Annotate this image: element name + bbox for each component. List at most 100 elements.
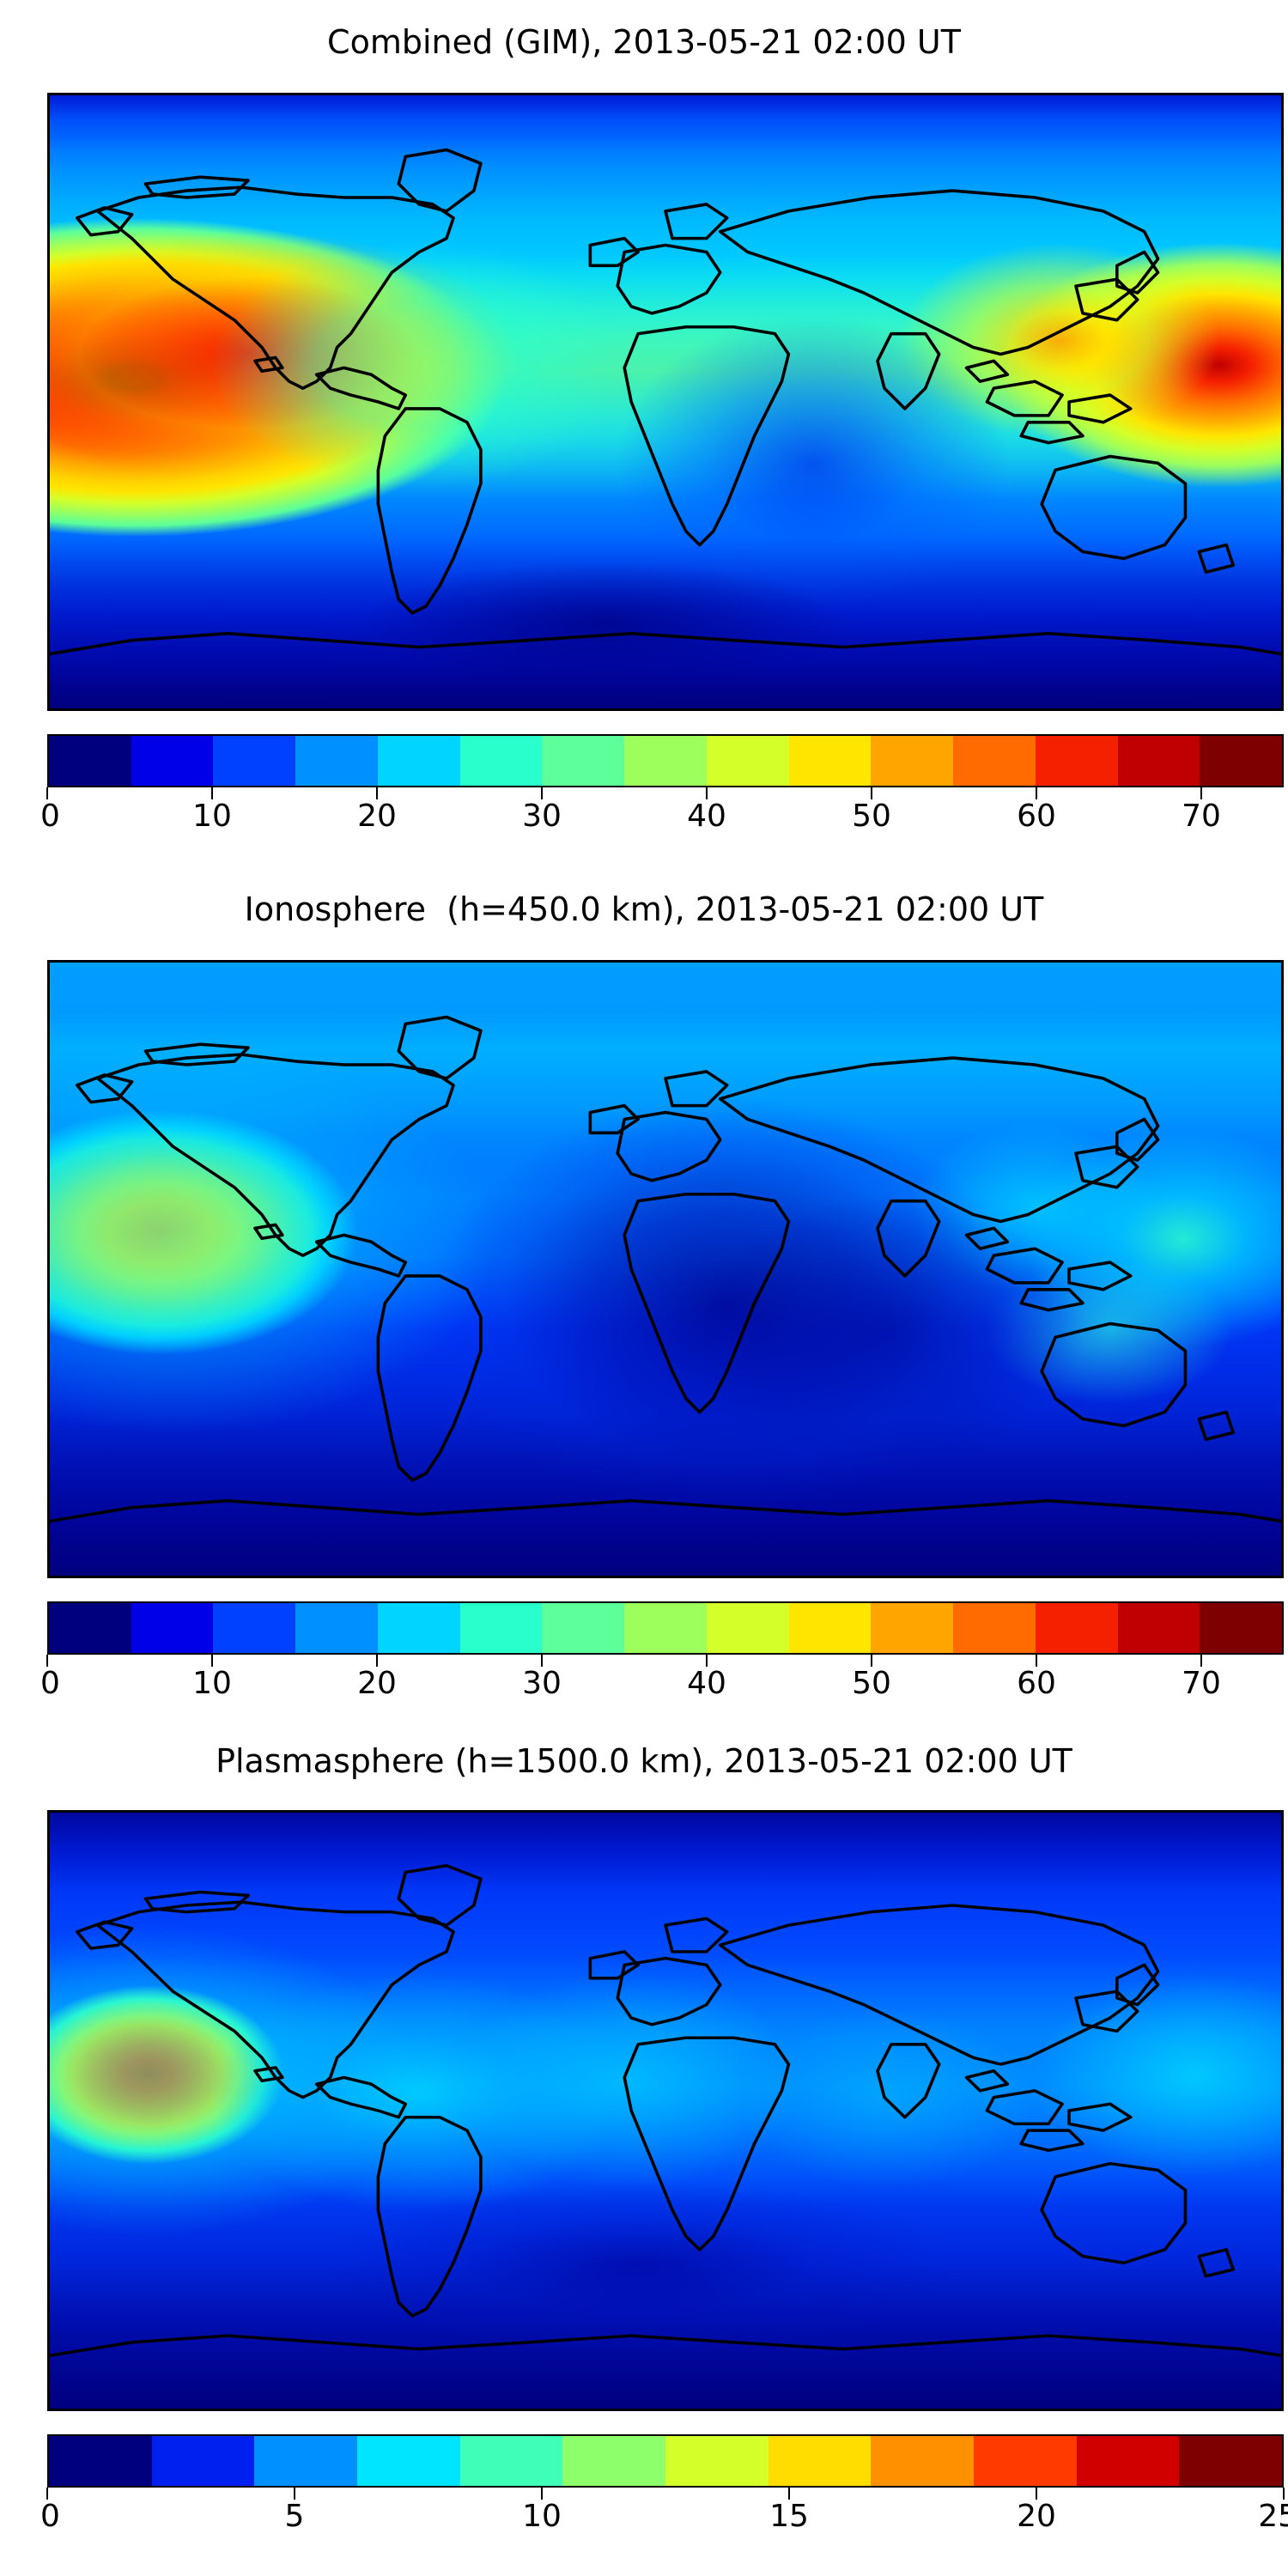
colorbar-3-segment: [1179, 2436, 1283, 2486]
colorbar-3-segment: [562, 2436, 666, 2486]
panel-title-plasmasphere: Plasmasphere (h=1500.0 km), 2013-05-21 0…: [216, 1742, 1072, 1780]
colorbar-1-segment: [131, 736, 214, 786]
map-ionosphere: [47, 960, 1284, 1578]
colorbar-2-tick: [46, 1655, 48, 1667]
colorbar-1-segment: [542, 736, 625, 786]
colorbar-1-tick: [1036, 787, 1037, 799]
colorbar-2-segment: [624, 1603, 707, 1653]
colorbar-2-tick-label: 30: [522, 1666, 562, 1701]
colorbar-1-tick-label: 40: [687, 799, 726, 834]
colorbar-axis-1: 0 10 20 30 40 50 60 70: [40, 787, 1284, 839]
colorbar-gradient-3: [47, 2434, 1284, 2488]
colorbar-1-tick: [541, 787, 543, 799]
colorbar-3-segment: [1076, 2436, 1180, 2486]
colorbar-3-segment: [768, 2436, 872, 2486]
colorbar-2-tick: [870, 1655, 872, 1667]
colorbar-1-tick-label: 10: [192, 799, 232, 834]
colorbar-3-tick-label: 10: [522, 2499, 562, 2534]
colorbar-2-segment: [871, 1603, 954, 1653]
colorbar-2-tick: [705, 1655, 708, 1667]
colorbar-gradient-2: [47, 1601, 1284, 1655]
colorbar-1-segment: [624, 736, 707, 786]
colorbar-1-tick: [375, 787, 378, 799]
colorbar-1-tick: [705, 787, 708, 799]
colorbar-1-segment: [1117, 736, 1200, 786]
colorbar-2-segment: [377, 1603, 460, 1653]
colorbar-3-tick-label: 5: [284, 2499, 305, 2534]
colorbar-2-tick-label: 60: [1017, 1666, 1056, 1701]
colorbar-2-tick-label: 40: [687, 1666, 726, 1701]
colorbar-3-segment: [49, 2436, 152, 2486]
coastline-overlay-3: [50, 1813, 1281, 2409]
colorbar-axis-3: 0 5 10 15 20 25: [40, 2488, 1288, 2539]
colorbar-2-segment: [788, 1603, 872, 1653]
colorbar-axis-2: 0 10 20 30 40 50 60 70: [40, 1655, 1284, 1706]
colorbar-1-segment: [953, 736, 1036, 786]
colorbar-1-segment: [459, 736, 543, 786]
colorbar-2-segment: [1200, 1603, 1283, 1653]
colorbar-1-segment: [213, 736, 296, 786]
colorbar-3-segment: [974, 2436, 1077, 2486]
colorbar-3-tick-label: 0: [39, 2499, 60, 2534]
map-plasmasphere: [47, 1810, 1284, 2411]
colorbar-3-tick-label: 20: [1017, 2499, 1056, 2534]
colorbar-3-tick-label: 25: [1258, 2499, 1288, 2534]
colorbar-2-segment: [295, 1603, 378, 1653]
coastline-overlay-2: [50, 963, 1281, 1576]
colorbar-3-segment: [665, 2436, 769, 2486]
coastline-overlay-1: [50, 95, 1281, 708]
map-combined-gim: [47, 93, 1284, 711]
colorbar-1-tick-label: 70: [1182, 799, 1221, 834]
colorbar-2-tick-label: 70: [1182, 1666, 1221, 1701]
colorbar-1-segment: [377, 736, 460, 786]
colorbar-3-segment: [459, 2436, 563, 2486]
colorbar-3-segment: [254, 2436, 358, 2486]
colorbar-2-tick-label: 0: [39, 1666, 60, 1701]
colorbar-1-segment: [871, 736, 954, 786]
panel-title-ionosphere: Ionosphere (h=450.0 km), 2013-05-21 02:0…: [244, 890, 1044, 928]
colorbar-3-segment: [871, 2436, 975, 2486]
colorbar-3-tick: [541, 2488, 543, 2500]
colorbar-1-segment: [295, 736, 378, 786]
colorbar-3-tick: [294, 2488, 295, 2500]
colorbar-2-segment: [542, 1603, 625, 1653]
panel-ionosphere: Ionosphere (h=450.0 km), 2013-05-21 02:0…: [0, 867, 1288, 1726]
colorbar-combined-gim: 0 10 20 30 40 50 60 70: [40, 734, 1284, 832]
colorbar-2-tick-label: 10: [192, 1666, 232, 1701]
colorbar-1-tick-label: 30: [522, 799, 562, 834]
colorbar-plasmasphere: 0 5 10 15 20 25: [40, 2434, 1288, 2532]
colorbar-3-tick: [788, 2488, 790, 2500]
colorbar-2-segment: [459, 1603, 543, 1653]
colorbar-1-segment: [1200, 736, 1283, 786]
panel-plasmasphere: Plasmasphere (h=1500.0 km), 2013-05-21 0…: [0, 1735, 1288, 2576]
colorbar-1-tick-label: 50: [852, 799, 891, 834]
colorbar-2-tick-label: 50: [852, 1666, 891, 1701]
colorbar-2-segment: [213, 1603, 296, 1653]
panel-title-combined-gim: Combined (GIM), 2013-05-21 02:00 UT: [327, 23, 961, 61]
colorbar-3-segment: [151, 2436, 255, 2486]
colorbar-1-tick-label: 20: [357, 799, 397, 834]
colorbar-2-segment: [1035, 1603, 1118, 1653]
colorbar-1-tick: [46, 787, 48, 799]
colorbar-2-segment: [706, 1603, 789, 1653]
colorbar-ionosphere: 0 10 20 30 40 50 60 70: [40, 1601, 1284, 1699]
colorbar-1-tick: [870, 787, 872, 799]
colorbar-1-tick: [210, 787, 213, 799]
colorbar-2-tick: [1200, 1655, 1202, 1667]
colorbar-gradient-1: [47, 734, 1284, 787]
colorbar-1-tick-label: 60: [1017, 799, 1056, 834]
colorbar-1-segment: [706, 736, 789, 786]
colorbar-3-tick: [1283, 2488, 1285, 2500]
colorbar-2-segment: [131, 1603, 214, 1653]
colorbar-3-segment: [357, 2436, 460, 2486]
colorbar-2-tick: [541, 1655, 543, 1667]
colorbar-3-tick-label: 15: [769, 2499, 809, 2534]
colorbar-2-segment: [1117, 1603, 1200, 1653]
colorbar-1-segment: [1035, 736, 1118, 786]
colorbar-2-segment: [49, 1603, 131, 1653]
colorbar-2-tick-label: 20: [357, 1666, 397, 1701]
colorbar-3-tick: [46, 2488, 48, 2500]
panel-combined-gim: Combined (GIM), 2013-05-21 02:00 UT: [0, 0, 1288, 859]
colorbar-1-segment: [788, 736, 872, 786]
